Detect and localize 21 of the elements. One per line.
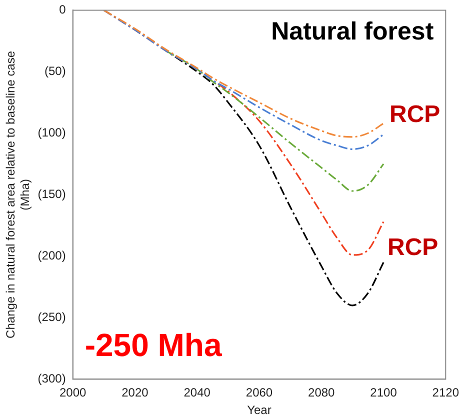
x-tick-label: 2000 — [59, 386, 86, 400]
y-tick-label: (50) — [44, 64, 66, 78]
x-axis-title: Year — [247, 403, 272, 418]
x-tick-label: 2080 — [308, 386, 336, 400]
y-tick-label: (200) — [38, 248, 66, 263]
y-tick-label: (100) — [38, 126, 66, 140]
line-series — [165, 50, 384, 192]
x-tick-label: 2100 — [370, 386, 398, 400]
x-tick-label: 2060 — [246, 386, 273, 400]
y-tick-label: 0 — [59, 2, 66, 17]
x-tick-label: 2020 — [122, 386, 149, 400]
y-tick-label: (300) — [38, 372, 66, 386]
annotation: -250 Mha — [84, 327, 222, 364]
y-axis-title: Change in natural forest area relative to baseline case (Mha) — [4, 50, 32, 338]
x-tick-label: 2040 — [184, 386, 211, 400]
x-tick-label: 2120 — [432, 386, 460, 400]
annotation: Natural forest — [271, 18, 434, 46]
annotation: RCP — [388, 234, 438, 261]
y-tick-label: (250) — [38, 310, 66, 324]
annotation: RCP — [390, 100, 440, 128]
y-tick-label: (150) — [38, 187, 66, 202]
